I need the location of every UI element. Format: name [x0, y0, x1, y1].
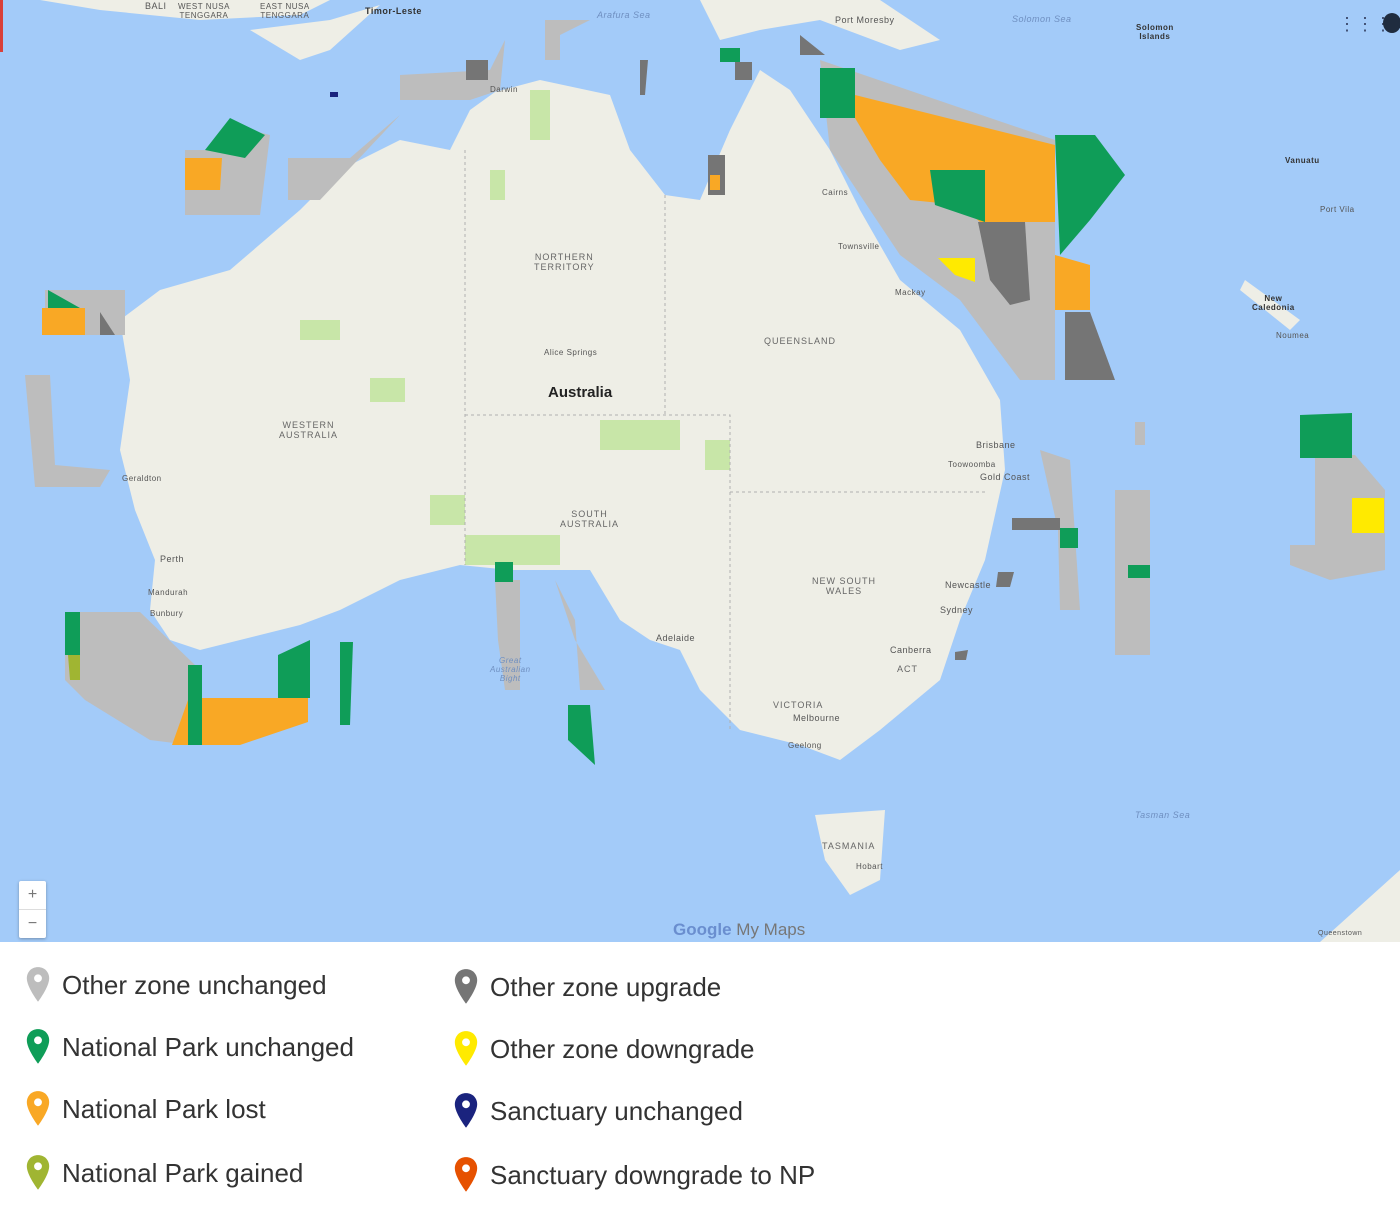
label-alice-springs: Alice Springs [544, 348, 598, 357]
new-zealand [1320, 870, 1400, 942]
label-sydney: Sydney [940, 605, 974, 615]
legend-label: National Park unchanged [62, 1031, 354, 1062]
map-pin-icon [454, 1157, 478, 1192]
zoom-in-button[interactable]: + [27, 886, 38, 903]
label-mackay: Mackay [895, 288, 926, 297]
label-solomon-sea: Solomon Sea [1012, 14, 1072, 24]
new-guinea [700, 0, 940, 50]
state-borders [464, 150, 985, 730]
label-vanuatu: Vanuatu [1285, 156, 1320, 165]
legend-label: National Park gained [62, 1157, 304, 1188]
my-maps-label: My Maps [736, 920, 806, 939]
label-victoria: VICTORIA [773, 700, 824, 710]
label-queensland: QUEENSLAND [764, 336, 837, 346]
tasmania [815, 810, 885, 895]
label-bunbury: Bunbury [150, 609, 184, 618]
label-east-nusa: EAST NUSA TENGGARA [260, 2, 310, 20]
legend-label: National Park lost [62, 1093, 266, 1124]
label-geraldton: Geraldton [122, 474, 162, 483]
zoom-control: + − [19, 881, 46, 938]
google-logo: Google [673, 920, 732, 939]
label-canberra: Canberra [890, 645, 932, 655]
legend-item: Other zone upgrade [452, 968, 721, 1006]
label-toowoomba: Toowoomba [948, 460, 996, 469]
label-port-vila: Port Vila [1320, 205, 1355, 214]
map-pin-icon [26, 967, 50, 1002]
label-great-australian-bight: Great Australian Bight [490, 656, 531, 683]
label-northern-territory: NORTHERN TERRITORY [534, 252, 595, 272]
land-parks [300, 90, 730, 565]
label-south-australia: SOUTH AUSTRALIA [560, 509, 620, 529]
legend-item: National Park unchanged [24, 1028, 354, 1066]
legend-item: National Park lost [24, 1090, 266, 1128]
map-layer [25, 0, 1400, 942]
apps-grid-icon[interactable]: ⋮⋮⋮ [1338, 14, 1392, 34]
panel-edge [0, 0, 3, 52]
label-act: ACT [897, 664, 918, 674]
label-noumea: Noumea [1276, 331, 1310, 340]
timor [250, 5, 380, 60]
legend-label: Sanctuary unchanged [490, 1095, 743, 1126]
label-new-caledonia: New Caledonia [1252, 294, 1295, 312]
label-newcastle: Newcastle [945, 580, 992, 590]
label-perth: Perth [160, 554, 185, 564]
label-timor: Timor-Leste [365, 6, 422, 16]
legend-item: Other zone downgrade [452, 1030, 755, 1068]
label-solomon-islands: Solomon Islands [1136, 23, 1174, 41]
label-australia: Australia [548, 384, 613, 401]
indonesia-islands [40, 0, 330, 20]
attribution: Google My Maps [673, 920, 805, 940]
label-mandurah: Mandurah [148, 588, 189, 597]
label-west-nusa: WEST NUSA TENGGARA [178, 2, 230, 20]
label-tasmania: TASMANIA [822, 841, 876, 851]
map-pin-icon [454, 969, 478, 1004]
label-new-south-wales: NEW SOUTH WALES [812, 576, 876, 596]
label-adelaide: Adelaide [656, 633, 696, 643]
label-gold-coast: Gold Coast [980, 472, 1031, 482]
map-pin-icon [454, 1093, 478, 1128]
map-pin-icon [454, 1031, 478, 1066]
label-brisbane: Brisbane [976, 440, 1016, 450]
map-pin-icon [26, 1091, 50, 1126]
legend-label: Other zone unchanged [62, 969, 327, 1000]
label-cairns: Cairns [822, 188, 849, 197]
label-queenstown: Queenstown [1318, 930, 1363, 937]
new-caledonia [1240, 280, 1300, 330]
label-port-moresby: Port Moresby [835, 15, 895, 25]
marine-zones [25, 20, 1385, 765]
legend-item: Other zone unchanged [24, 966, 327, 1004]
legend-label: Sanctuary downgrade to NP [490, 1159, 816, 1190]
label-tasman-sea: Tasman Sea [1135, 810, 1191, 820]
legend-item: Sanctuary unchanged [452, 1092, 743, 1130]
label-geelong: Geelong [788, 741, 822, 750]
label-darwin: Darwin [490, 85, 518, 94]
legend-item: Sanctuary downgrade to NP [452, 1156, 815, 1194]
zoom-out-button[interactable]: − [19, 909, 46, 938]
legend: Other zone unchanged National Park unchan… [0, 942, 1400, 1219]
map-pin-icon [26, 1155, 50, 1190]
label-western-australia: WESTERN AUSTRALIA [279, 420, 339, 440]
legend-item: National Park gained [24, 1154, 303, 1192]
label-arafura: Arafura Sea [597, 10, 651, 20]
legend-label: Other zone downgrade [490, 1033, 755, 1064]
map-canvas[interactable]: BALI WEST NUSA TENGGARA EAST NUSA TENGGA… [0, 0, 1400, 942]
account-icon[interactable] [1383, 13, 1400, 33]
map-pin-icon [26, 1029, 50, 1064]
label-bali: BALI [145, 1, 167, 11]
label-hobart: Hobart [856, 862, 884, 871]
label-melbourne: Melbourne [793, 713, 841, 723]
label-townsville: Townsville [838, 242, 880, 251]
legend-label: Other zone upgrade [490, 971, 722, 1002]
